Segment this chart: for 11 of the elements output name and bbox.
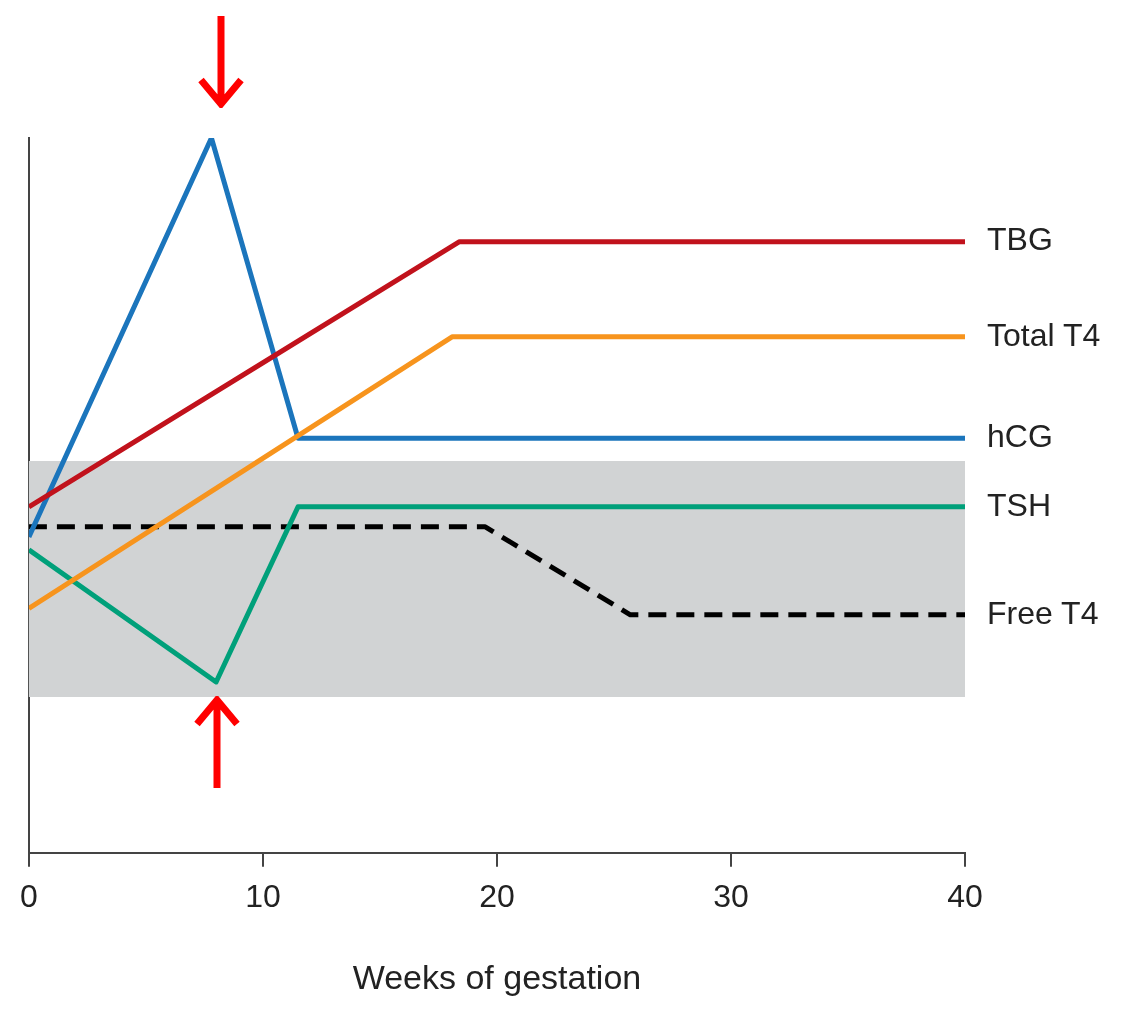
x-tick-label: 10 xyxy=(245,877,281,914)
series-label: TSH xyxy=(987,486,1051,523)
x-tick-label: 0 xyxy=(20,877,38,914)
x-axis-title: Weeks of gestation xyxy=(352,957,642,996)
x-tick-label: 30 xyxy=(713,877,749,914)
x-tick-label: 40 xyxy=(947,877,983,914)
series-label: TBG xyxy=(987,221,1053,258)
series-label: Free T4 xyxy=(987,594,1099,631)
series-label: hCG xyxy=(987,418,1053,455)
series-label: Total T4 xyxy=(987,316,1101,353)
x-tick-label: 20 xyxy=(479,877,515,914)
